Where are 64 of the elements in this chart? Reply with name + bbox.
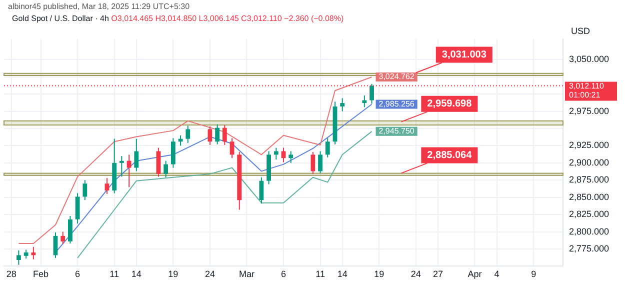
- candlestick: [208, 126, 212, 146]
- ref-line-label: 3,012.110 01:00:21: [569, 81, 605, 100]
- x-tick-label: 19: [374, 269, 384, 280]
- candlestick: [16, 250, 21, 266]
- x-tick-label: 19: [168, 269, 178, 280]
- y-tick-label: 2,925.000: [569, 140, 610, 150]
- x-tick-label: Apr: [468, 269, 482, 280]
- annotation: 2,959.698: [427, 98, 472, 110]
- y-tick-label: 2,875.000: [569, 174, 610, 185]
- data-label: 2,945.750: [378, 126, 415, 136]
- candlestick: [186, 125, 190, 144]
- x-tick-label: Mar: [238, 269, 254, 280]
- candlestick: [222, 124, 227, 146]
- y-axis-title: USD: [571, 26, 590, 36]
- x-tick-label: Feb: [33, 269, 49, 280]
- y-tick-label: 2,775.000: [569, 243, 610, 254]
- candlestick: [215, 124, 220, 145]
- candlestick: [288, 150, 294, 164]
- chart-title: Gold Spot / U.S. Dollar · 4h: [12, 14, 109, 23]
- x-tick-label: 14: [337, 269, 348, 280]
- y-tick-label: 2,825.000: [569, 209, 610, 220]
- candlestick: [274, 147, 278, 160]
- y-tick-label: 2,975.000: [569, 106, 610, 116]
- candlestick: [230, 138, 234, 159]
- candlestick: [68, 215, 72, 244]
- candlestick: [156, 147, 161, 178]
- x-tick-label: 11: [110, 269, 119, 280]
- x-tick-label: 11: [316, 269, 325, 280]
- candlestick: [164, 160, 168, 178]
- annotation: 2,885.064: [427, 150, 472, 161]
- candlestick: [310, 151, 316, 174]
- x-tick-label: 6: [280, 269, 286, 280]
- candlestick: [31, 246, 36, 260]
- y-tick-label: 2,850.000: [569, 192, 610, 202]
- candlestick: [362, 94, 367, 108]
- x-tick-label: 28: [6, 269, 16, 280]
- data-label: 2,985.256: [378, 99, 415, 108]
- y-tick-label: 3,050.000: [569, 54, 610, 64]
- candlestick: [325, 138, 330, 158]
- data-label: 3,024.762: [378, 72, 415, 82]
- x-tick-label: 24: [204, 269, 215, 280]
- x-tick-label: 14: [131, 269, 142, 280]
- candlestick: [318, 150, 322, 174]
- text: O3,014.465 H3,014.850 L3,006.145 C3,012.110 −2.360 (−0.08%): [111, 14, 344, 23]
- annotation: 3,031.003: [442, 49, 487, 60]
- candlestick: [119, 156, 124, 178]
- x-tick-label: 6: [75, 269, 80, 280]
- candlestick: [281, 147, 286, 163]
- candlestick: [104, 178, 110, 194]
- candlestick: [170, 138, 176, 168]
- candlestick: [259, 176, 264, 204]
- x-tick-label: 9: [531, 269, 536, 280]
- x-tick-label: 27: [432, 269, 443, 280]
- candlestick: [134, 138, 139, 172]
- candlestick: [370, 83, 374, 104]
- y-tick-label: 2,800.000: [569, 226, 610, 236]
- candlestick: [75, 192, 80, 224]
- chart-subtitle: albinor45 published, Mar 18, 2025 11:29 UTC+5:30: [7, 1, 191, 13]
- candlestick: [82, 180, 88, 201]
- x-tick-label: 24: [410, 269, 421, 280]
- y-tick-label: 2,900.000: [569, 157, 610, 168]
- candlestick: [340, 98, 345, 112]
- candlestick: [60, 231, 66, 245]
- x-tick-label: 4: [494, 269, 500, 280]
